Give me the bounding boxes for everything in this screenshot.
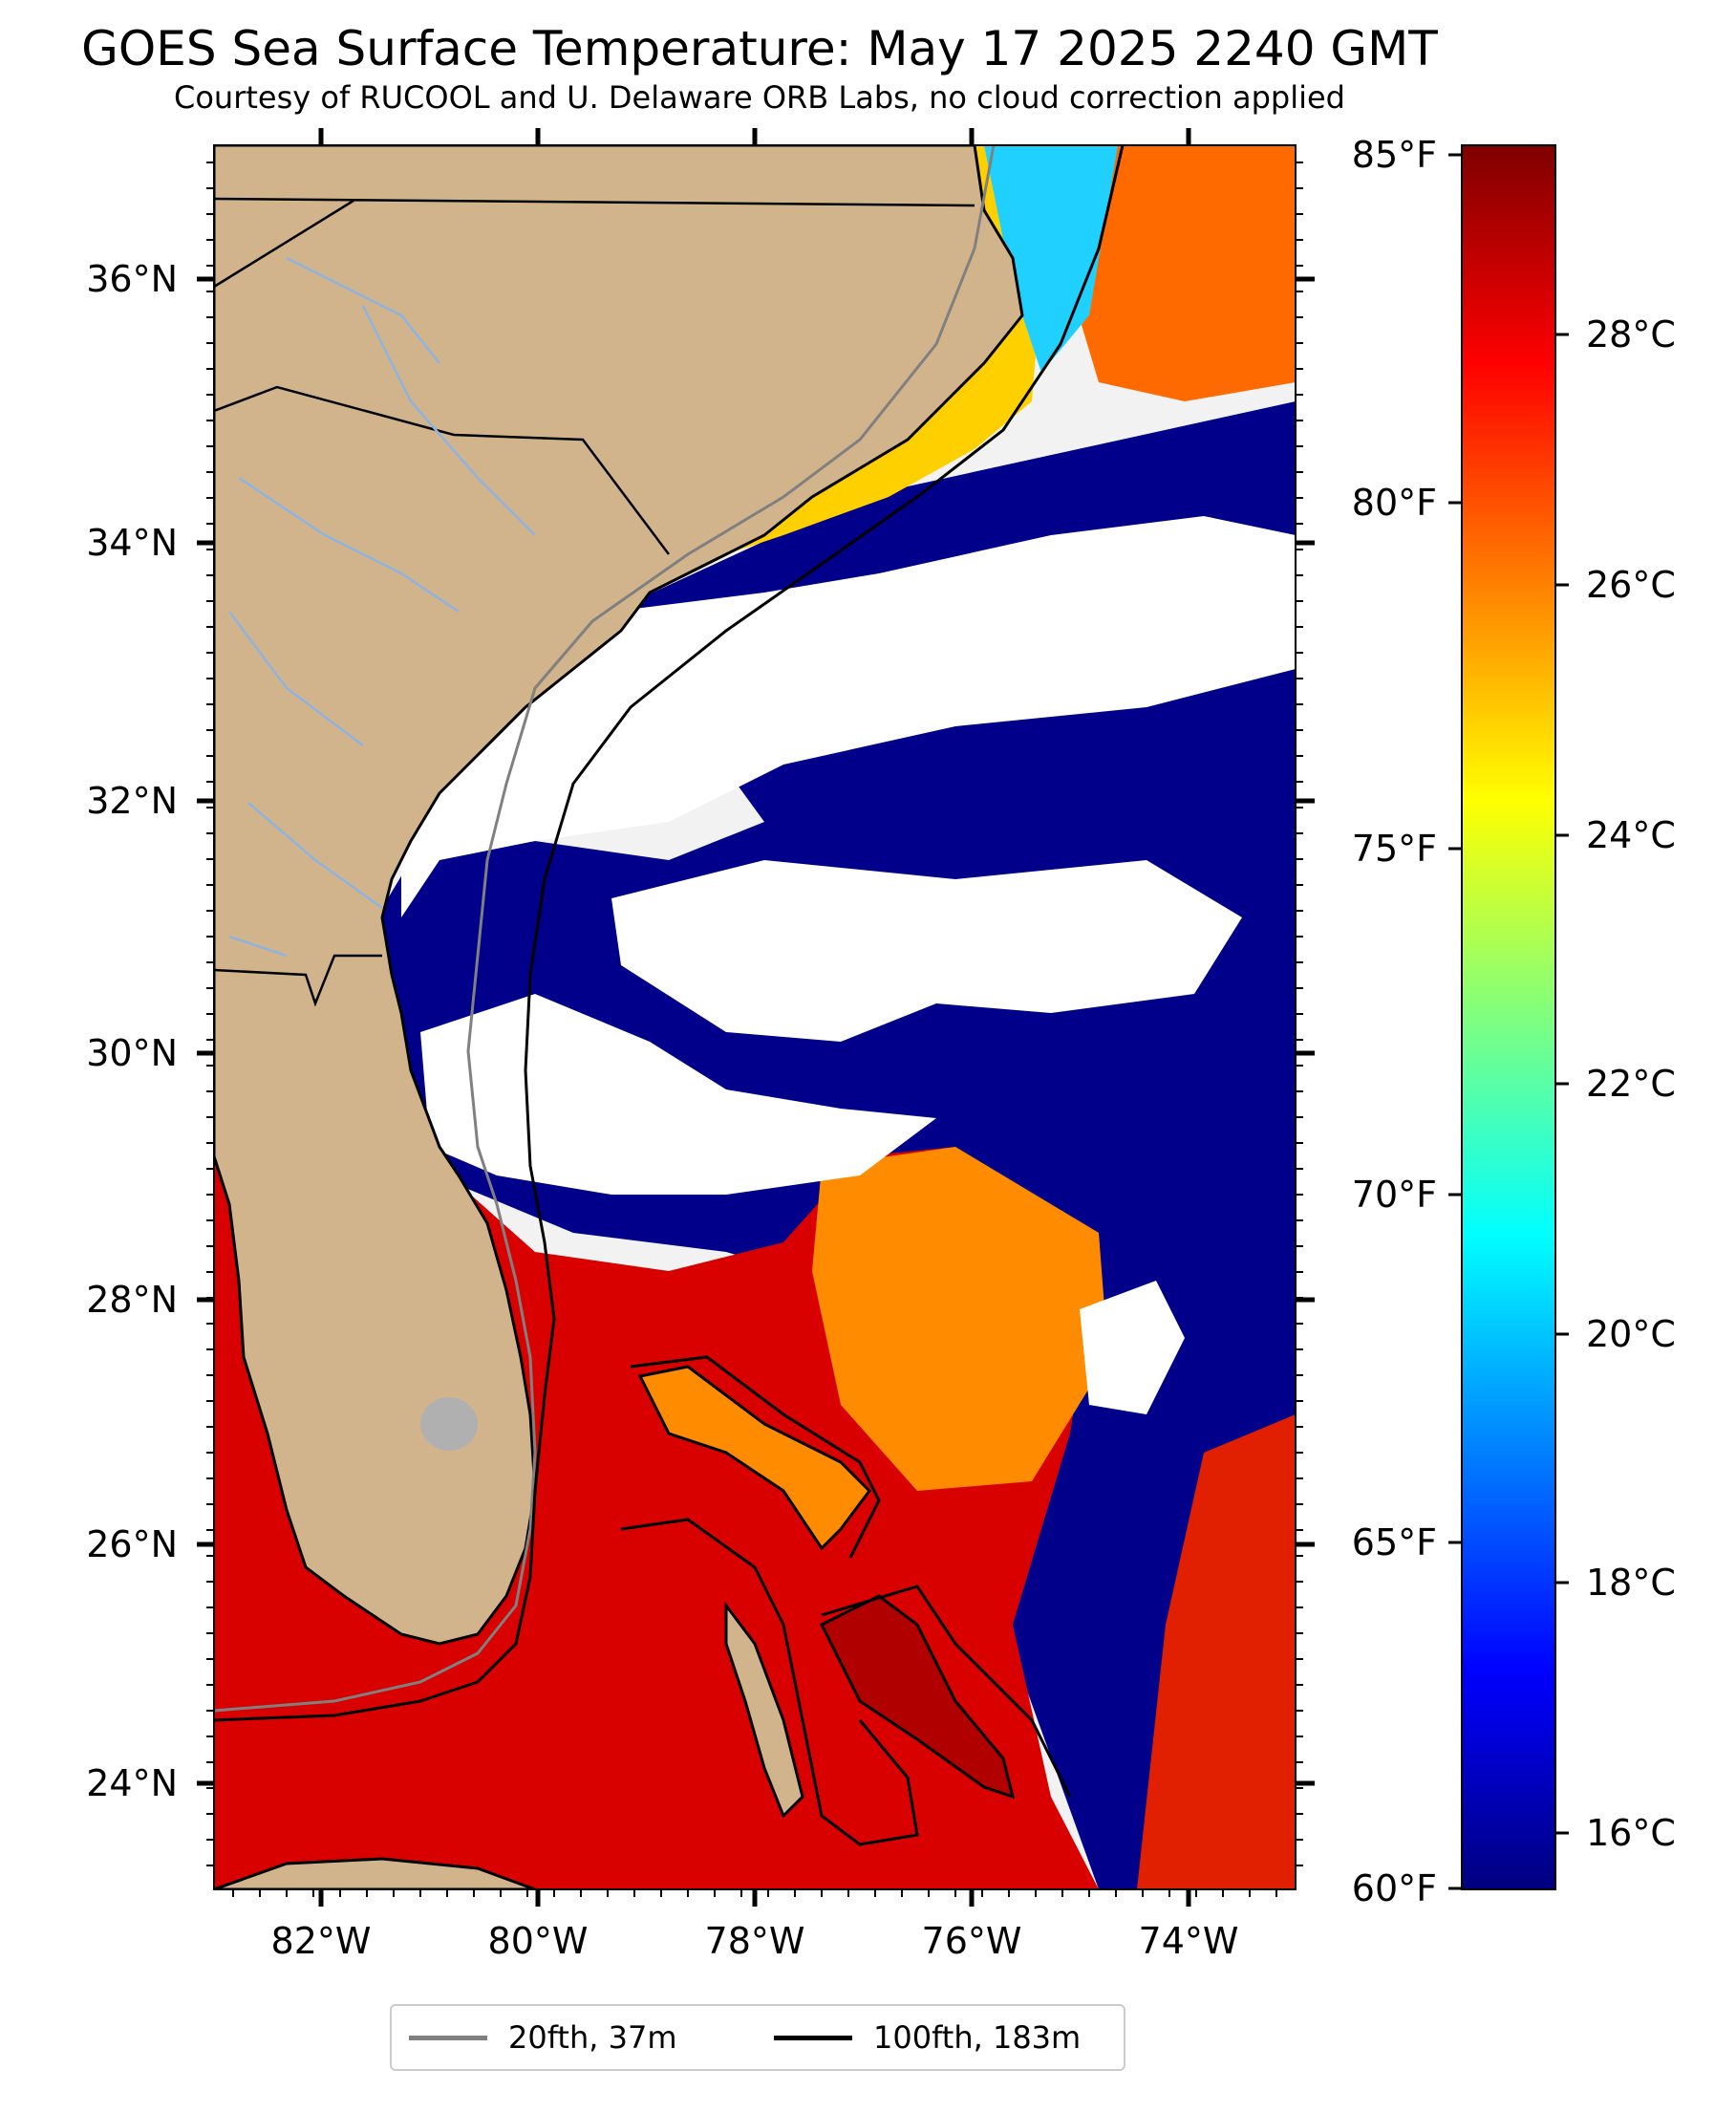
rivers — [228, 256, 536, 958]
cyan-water-north — [984, 145, 1118, 373]
lat-label: 32°N — [86, 780, 178, 822]
colorbar-fahrenheit-axis: 85°F 80°F 75°F 70°F 65°F 60°F — [1352, 134, 1462, 1909]
legend-label-100fth: 100fth, 183m — [873, 2019, 1082, 2056]
orange-water-region — [812, 1147, 1108, 1491]
colorbar-c-label: 20°C — [1586, 1313, 1676, 1355]
lat-label: 24°N — [86, 1762, 178, 1804]
colorbar-c-label: 28°C — [1586, 313, 1676, 356]
colorbar-f-label: 80°F — [1352, 482, 1437, 524]
map-area — [214, 145, 1296, 1889]
lon-label: 80°W — [488, 1920, 589, 1962]
chart-title: GOES Sea Surface Temperature: May 17 202… — [81, 21, 1438, 76]
chart-subtitle: Courtesy of RUCOOL and U. Delaware ORB L… — [174, 79, 1345, 116]
lake-okeechobee — [420, 1397, 478, 1451]
cuba-land — [214, 1857, 536, 1889]
colorbar-c-label: 26°C — [1586, 564, 1676, 606]
lon-label: 74°W — [1139, 1920, 1239, 1962]
isobath-100fth — [214, 145, 1125, 1722]
isobath-20fth — [214, 145, 996, 1713]
state-borders — [214, 197, 975, 1007]
lat-label: 26°N — [86, 1523, 178, 1565]
colorbar — [1461, 144, 1556, 1890]
bahamas-grand-bahama — [637, 1365, 871, 1551]
colorbar-f-label: 70°F — [1352, 1174, 1437, 1216]
legend-label-20fth: 20fth, 37m — [508, 2019, 677, 2056]
lon-label: 78°W — [705, 1920, 805, 1962]
isobath-bahamas — [620, 1355, 1072, 1846]
lat-label: 36°N — [86, 258, 178, 300]
lon-label: 76°W — [922, 1920, 1022, 1962]
longitude-axis: 82°W 80°W 78°W 76°W 74°W — [232, 128, 1277, 1962]
bahamas-exuma — [819, 1594, 1016, 1800]
legend-item-20fth: 20fth, 37m — [409, 2006, 676, 2069]
lat-label: 28°N — [86, 1279, 178, 1321]
isobath-legend: 20fth, 37m 100fth, 183m — [390, 2004, 1125, 2071]
lon-label: 82°W — [271, 1920, 372, 1962]
lat-label: 30°N — [86, 1032, 178, 1074]
eastern-warm-region — [1137, 1414, 1296, 1889]
cloud-band-3 — [420, 994, 936, 1195]
colorbar-f-label: 85°F — [1352, 134, 1437, 176]
lat-label: 34°N — [86, 522, 178, 564]
us-land — [214, 145, 1024, 1646]
gulf-stream-north — [1070, 145, 1296, 401]
colorbar-c-label: 18°C — [1586, 1562, 1676, 1604]
legend-swatch-100fth — [774, 2035, 852, 2040]
colorbar-c-label: 22°C — [1586, 1063, 1676, 1105]
colorbar-c-label: 16°C — [1586, 1812, 1676, 1854]
legend-swatch-20fth — [409, 2035, 487, 2040]
colorbar-f-label: 75°F — [1352, 828, 1437, 870]
colorbar-f-label: 60°F — [1352, 1867, 1437, 1909]
legend-item-100fth: 100fth, 183m — [774, 2006, 1081, 2069]
cloud-band-2 — [611, 860, 1242, 1042]
cloud-patch-east — [1080, 1281, 1185, 1414]
colorbar-f-label: 65°F — [1352, 1521, 1437, 1563]
colorbar-celsius-axis: 28°C 26°C 24°C 22°C 20°C 18°C 16°C — [1555, 313, 1676, 1854]
latitude-axis: 36°N 34°N 32°N 30°N 28°N 26°N 24°N — [86, 162, 1315, 1866]
colorbar-c-label: 24°C — [1586, 814, 1676, 856]
bahamas-andros — [724, 1601, 804, 1819]
